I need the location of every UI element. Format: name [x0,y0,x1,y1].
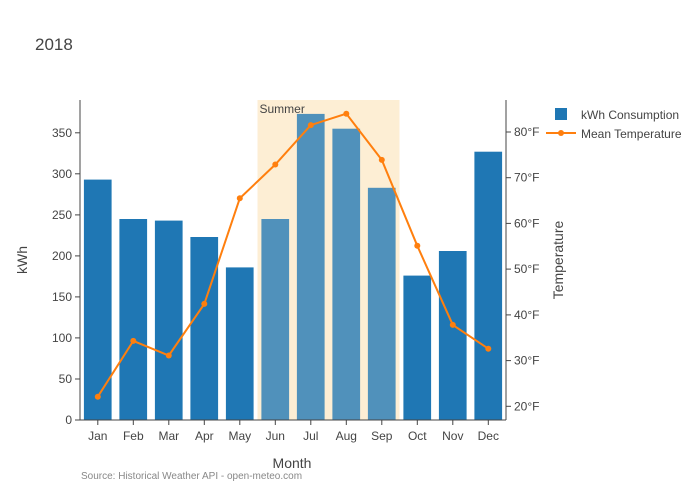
highlight-label: Summer [260,102,305,116]
bar-aug [332,128,361,420]
y-tick-label: 150 [52,290,72,304]
legend-swatch-kwh [555,108,567,120]
temperature-point-feb [130,337,137,344]
source-note: Source: Historical Weather API - open-me… [81,471,302,482]
temperature-point-sep [378,156,385,163]
y2-tick-label: 70°F [514,171,539,185]
bar-apr [190,237,219,420]
x-tick-label: Feb [123,429,144,443]
y2-tick-label: 50°F [514,262,539,276]
y-axis-title: kWh [14,246,30,274]
bar-oct [403,275,432,420]
bar-may [225,267,254,420]
temperature-line [94,110,492,400]
y-tick-label: 0 [65,413,72,427]
x-tick-label: Nov [442,429,463,443]
bar-dec [474,151,503,420]
x-tick-label: Mar [158,429,179,443]
chart-title: 2018 [35,35,73,54]
y-tick-label: 200 [52,249,72,263]
temperature-point-jan [94,393,101,400]
x-tick-label: Aug [336,429,357,443]
temperature-point-mar [165,352,172,359]
temperature-point-jun [272,161,279,168]
legend-item-kwh[interactable]: kWh Consumption [555,108,679,122]
legend-label-kwh: kWh Consumption [581,108,679,122]
y2-tick-label: 40°F [514,308,539,322]
bar-sep [367,187,396,420]
temperature-point-apr [201,300,208,307]
x-tick-label: May [228,429,251,443]
y2-tick-label: 20°F [514,399,539,413]
y-tick-label: 250 [52,208,72,222]
bar-jun [261,219,290,420]
legend-swatch-temperature-marker [558,130,564,136]
axes: 0 50 100 150 200 250 300 350 20°F 30°F 40°F 50°F 60°… [52,100,539,443]
x-tick-label: Sep [371,429,393,443]
y-tick-label: 50 [59,372,73,386]
x-axis-title: Month [273,455,312,471]
x-tick-label: Jan [88,429,107,443]
temperature-point-nov [449,321,456,328]
temperature-line-path [96,112,489,398]
bar-feb [119,219,148,420]
legend[interactable]: kWh Consumption Mean Temperature [546,108,682,141]
kwh-bars [83,113,503,421]
bar-jan [83,179,112,420]
y2-tick-label: 30°F [514,354,539,368]
y-tick-label: 300 [52,167,72,181]
y2-axis-title: Temperature [550,220,566,299]
temperature-point-jul [307,122,314,129]
y2-tick-label: 80°F [514,125,539,139]
x-tick-label: Jun [266,429,285,443]
y-tick-label: 350 [52,126,72,140]
temperature-point-dec [485,345,492,352]
y-tick-label: 100 [52,331,72,345]
legend-label-temperature: Mean Temperature [581,127,682,141]
bar-nov [438,251,467,420]
x-tick-label: Jul [303,429,318,443]
temperature-point-aug [343,110,350,117]
legend-item-temperature[interactable]: Mean Temperature [546,127,682,141]
bar-jul [296,113,325,421]
x-tick-label: Dec [478,429,499,443]
x-tick-label: Oct [408,429,427,443]
bar-mar [154,220,183,420]
temperature-point-oct [414,242,421,249]
y2-tick-label: 60°F [514,216,539,230]
x-tick-label: Apr [195,429,214,443]
temperature-point-may [236,195,243,202]
